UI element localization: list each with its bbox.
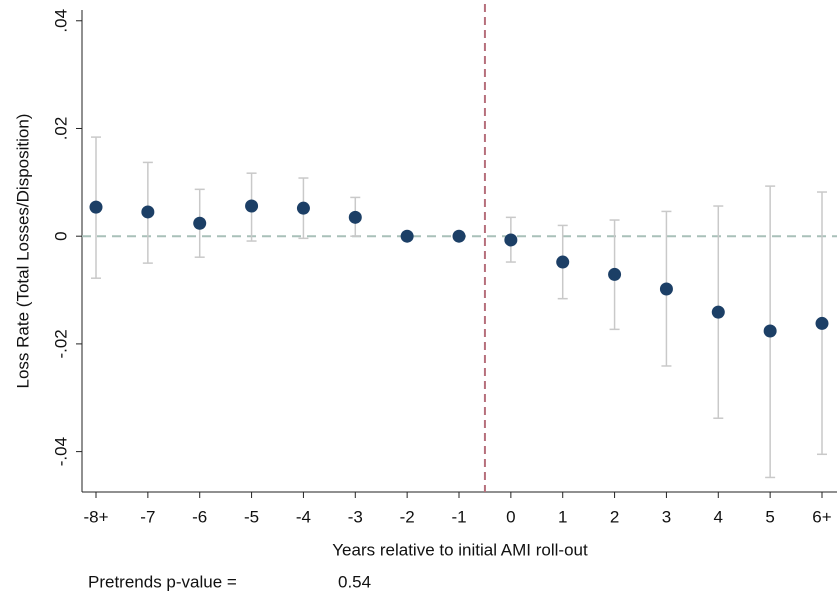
x-tick-label: -7 xyxy=(140,507,155,526)
note-value: 0.54 xyxy=(338,572,371,591)
point xyxy=(711,305,725,319)
x-tick-label: 2 xyxy=(610,507,619,526)
point xyxy=(452,229,466,243)
point xyxy=(141,205,155,219)
x-tick-label: 4 xyxy=(714,507,723,526)
y-tick-label: -.02 xyxy=(51,329,70,358)
point xyxy=(763,324,777,338)
point xyxy=(608,267,622,281)
x-tick-label: 1 xyxy=(558,507,567,526)
x-tick-label: -3 xyxy=(348,507,363,526)
x-tick-label: -5 xyxy=(244,507,259,526)
x-tick-label: 3 xyxy=(662,507,671,526)
y-tick-label: .02 xyxy=(51,117,70,141)
x-tick-label: -2 xyxy=(400,507,415,526)
point xyxy=(400,229,414,243)
x-tick-label: -8+ xyxy=(83,507,108,526)
x-tick-label: 6+ xyxy=(812,507,831,526)
x-tick-label: -1 xyxy=(451,507,466,526)
x-tick-label: -4 xyxy=(296,507,311,526)
point xyxy=(815,316,829,330)
point xyxy=(245,199,259,213)
point xyxy=(556,255,570,269)
note-label: Pretrends p-value = xyxy=(88,572,237,591)
y-axis-label: Loss Rate (Total Losses/Disposition) xyxy=(13,114,32,389)
x-tick-label: 5 xyxy=(765,507,774,526)
x-axis-label: Years relative to initial AMI roll-out xyxy=(332,540,588,559)
point xyxy=(504,233,518,247)
y-tick-label: 0 xyxy=(51,231,70,240)
point xyxy=(296,201,310,215)
point xyxy=(89,200,103,214)
x-tick-label: -6 xyxy=(192,507,207,526)
point xyxy=(193,216,207,230)
y-tick-label: -.04 xyxy=(51,437,70,466)
x-tick-label: 0 xyxy=(506,507,515,526)
point xyxy=(348,210,362,224)
y-tick-label: .04 xyxy=(51,9,70,33)
point xyxy=(659,282,673,296)
